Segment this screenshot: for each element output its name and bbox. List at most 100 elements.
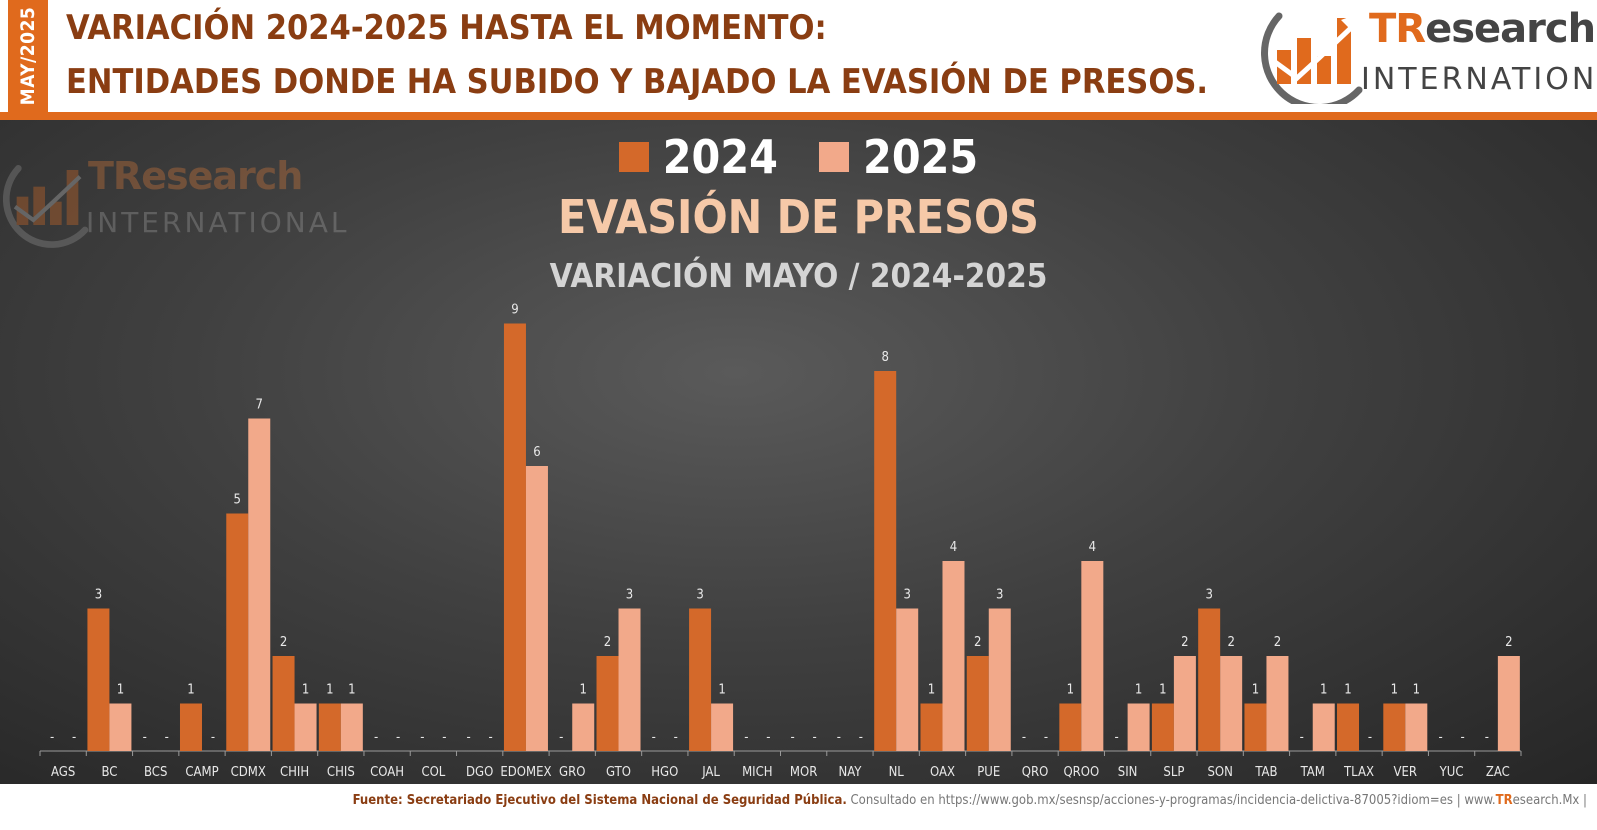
data-label-2024-yuc: - — [1438, 730, 1442, 745]
data-label-2024-zac: - — [1485, 730, 1489, 745]
x-tick-label-jal: JAL — [701, 765, 720, 780]
x-tick-label-tam: TAM — [1300, 765, 1325, 780]
x-tick-label-chis: CHIS — [327, 765, 355, 780]
data-label-2024-edomex: 9 — [511, 303, 518, 318]
data-label-2024-dgo: - — [467, 730, 471, 745]
data-label-2025-bcs: - — [165, 730, 169, 745]
bar-2025-jal — [711, 703, 734, 751]
chart-legend: 2024 2025 — [0, 130, 1597, 184]
watermark-subtitle: INTERNATIONAL — [86, 206, 350, 239]
source-site-tr: TR — [1495, 793, 1513, 808]
watermark-wordmark: TResearch — [88, 154, 303, 198]
bar-2025-qroo — [1081, 561, 1104, 751]
bar-2025-edomex — [525, 466, 548, 751]
x-tick-label-ver: VER — [1394, 765, 1418, 780]
data-label-2024-col: - — [420, 730, 424, 745]
data-label-2025-yuc: - — [1460, 730, 1464, 745]
data-label-2024-pue: 2 — [974, 635, 981, 650]
bar-2024-slp — [1151, 703, 1174, 751]
data-label-2024-slp: 1 — [1159, 683, 1166, 698]
bar-2025-gto — [618, 608, 641, 751]
x-tick-label-coah: COAH — [370, 765, 404, 780]
data-label-2025-col: - — [442, 730, 446, 745]
bar-2025-slp — [1173, 656, 1196, 751]
footer: Fuente: Secretariado Ejecutivo del Siste… — [0, 784, 1597, 830]
chart-title: EVASIÓN DE PRESOS — [558, 190, 1039, 244]
bar-2024-gto — [596, 656, 619, 751]
data-label-2025-mor: - — [813, 730, 817, 745]
data-label-2024-bcs: - — [143, 730, 147, 745]
data-label-2025-nl: 3 — [903, 588, 910, 603]
bar-2024-tlax — [1337, 703, 1360, 751]
bar-2024-cdmx — [226, 513, 249, 751]
data-label-2025-ver: 1 — [1413, 683, 1420, 698]
data-label-2025-gto: 3 — [626, 588, 633, 603]
x-tick-label-qro: QRO — [1022, 765, 1049, 780]
bar-2025-bc — [109, 703, 132, 751]
x-tick-label-mor: MOR — [790, 765, 817, 780]
data-label-2024-tam: - — [1300, 730, 1304, 745]
legend-item-2024: 2024 — [618, 130, 778, 184]
data-label-2025-slp: 2 — [1181, 635, 1188, 650]
bar-2024-chis — [318, 703, 341, 751]
bar-2025-nl — [896, 608, 919, 751]
source-site-rest: esearch.Mx | — [1512, 793, 1587, 808]
page-title-line-1: VARIACIÓN 2024-2025 HASTA EL MOMENTO: — [66, 8, 827, 48]
header-bar: MAY/2025 VARIACIÓN 2024-2025 HASTA EL MO… — [0, 0, 1597, 112]
data-label-2025-bc: 1 — [117, 683, 124, 698]
chart-panel: TResearch INTERNATIONAL 2024 2025 EVASIÓ… — [0, 120, 1597, 784]
data-label-2024-mor: - — [791, 730, 795, 745]
data-label-2025-qroo: 4 — [1089, 540, 1096, 555]
data-label-2024-qroo: 1 — [1067, 683, 1074, 698]
data-label-2024-ver: 1 — [1391, 683, 1398, 698]
watermark-logo-icon — [2, 165, 89, 248]
data-label-2024-jal: 3 — [696, 588, 703, 603]
bar-2025-chih — [294, 703, 317, 751]
data-label-2024-ags: - — [50, 730, 54, 745]
data-label-2025-sin: 1 — [1135, 683, 1142, 698]
bar-2025-chis — [340, 703, 363, 751]
data-label-2024-tab: 1 — [1252, 683, 1259, 698]
x-tick-label-tab: TAB — [1254, 765, 1277, 780]
data-label-2025-edomex: 6 — [533, 445, 540, 460]
bar-2024-ver — [1383, 703, 1406, 751]
x-tick-label-dgo: DGO — [466, 765, 493, 780]
x-tick-label-gro: GRO — [559, 765, 585, 780]
data-label-2024-bc: 3 — [95, 588, 102, 603]
x-tick-label-sin: SIN — [1118, 765, 1138, 780]
legend-label-2025: 2025 — [863, 130, 979, 184]
data-label-2025-mich: - — [766, 730, 770, 745]
legend-item-2025: 2025 — [819, 130, 978, 184]
bar-2025-tab — [1266, 656, 1289, 751]
source-rest: Consultado en https://www.gob.mx/sesnsp/… — [850, 793, 1496, 808]
legend-label-2024: 2024 — [662, 130, 778, 184]
data-label-2024-nl: 8 — [881, 350, 888, 365]
bar-2024-qroo — [1059, 703, 1082, 751]
data-label-2024-qro: - — [1022, 730, 1026, 745]
x-tick-label-gto: GTO — [606, 765, 631, 780]
header-rule — [0, 112, 1597, 120]
bar-2025-cdmx — [248, 418, 271, 751]
bar-2025-tam — [1312, 703, 1335, 751]
data-label-2025-camp: - — [211, 730, 215, 745]
data-label-2025-pue: 3 — [996, 588, 1003, 603]
data-label-2025-son: 2 — [1227, 635, 1234, 650]
x-tick-label-mich: MICH — [742, 765, 773, 780]
x-tick-label-slp: SLP — [1163, 765, 1184, 780]
data-label-2025-chih: 1 — [302, 683, 309, 698]
bar-2024-bc — [87, 608, 110, 751]
bar-2025-ver — [1405, 703, 1428, 751]
data-label-2025-ags: - — [72, 730, 76, 745]
data-label-2024-gro: - — [559, 730, 563, 745]
x-tick-label-col: COL — [421, 765, 445, 780]
data-label-2024-nay: - — [837, 730, 841, 745]
data-label-2025-coah: - — [396, 730, 400, 745]
x-tick-label-tlax: TLAX — [1343, 765, 1374, 780]
logo-subtitle: INTERNATIONAL — [1361, 62, 1597, 97]
bar-2025-pue — [988, 608, 1011, 751]
bar-2024-camp — [179, 703, 202, 751]
x-tick-label-nay: NAY — [838, 765, 862, 780]
date-tab-label: MAY/2025 — [17, 6, 39, 106]
data-label-2024-gto: 2 — [604, 635, 611, 650]
